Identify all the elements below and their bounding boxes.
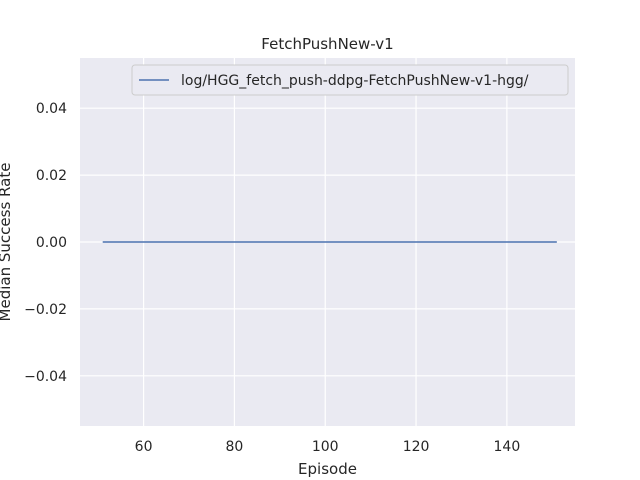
x-tick-label: 140 bbox=[494, 439, 521, 455]
y-tick-label: −0.02 bbox=[24, 302, 67, 318]
y-tick-label: 0.02 bbox=[36, 168, 67, 184]
legend-entry-label: log/HGG_fetch_push-ddpg-FetchPushNew-v1-… bbox=[181, 73, 529, 89]
x-tick-label: 60 bbox=[135, 439, 153, 455]
legend: log/HGG_fetch_push-ddpg-FetchPushNew-v1-… bbox=[131, 64, 569, 96]
x-tick-labels: 60 80 100 120 140 bbox=[135, 439, 521, 455]
x-tick-label: 100 bbox=[312, 439, 339, 455]
y-tick-labels: −0.04 −0.02 0.00 0.02 0.04 bbox=[24, 101, 67, 385]
y-axis-label: Median Success Rate bbox=[0, 163, 14, 322]
y-tick-label: 0.04 bbox=[36, 101, 67, 117]
x-axis-label: Episode bbox=[298, 460, 357, 478]
x-tick-label: 120 bbox=[403, 439, 430, 455]
legend-box bbox=[131, 64, 569, 96]
y-tick-label: −0.04 bbox=[24, 369, 67, 385]
y-tick-label: 0.00 bbox=[36, 235, 67, 251]
chart-title: FetchPushNew-v1 bbox=[261, 35, 393, 53]
x-tick-label: 80 bbox=[225, 439, 243, 455]
